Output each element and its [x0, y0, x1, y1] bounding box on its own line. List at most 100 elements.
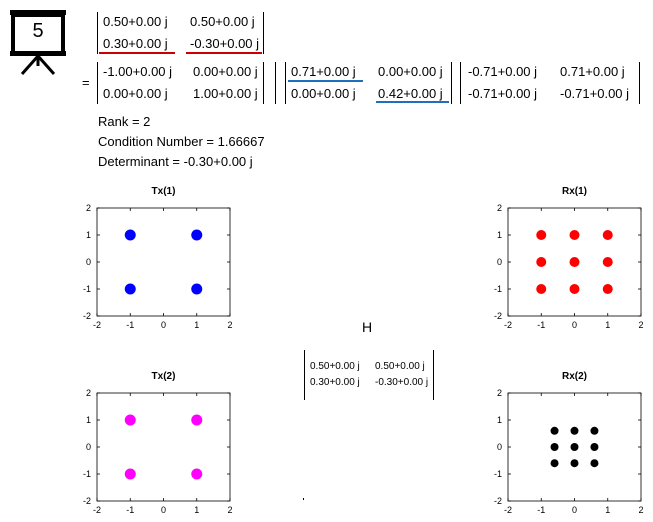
matrix-top-cell: 0.50+0.00 j: [103, 14, 168, 29]
matrix-top-cell: 0.30+0.00 j: [103, 36, 168, 51]
x-tick-label: 2: [227, 505, 232, 515]
data-point: [602, 257, 613, 267]
data-point: [570, 426, 579, 435]
y-tick-label: 0: [86, 442, 91, 452]
presentation-board-icon: 5: [8, 8, 68, 76]
matrix-h-cell: 0.50+0.00 j: [375, 361, 425, 372]
x-tick-label: 2: [638, 320, 643, 330]
svd-s-cell: 0.71+0.00 j: [291, 64, 356, 79]
data-point: [191, 283, 203, 295]
svd-u-cell: -1.00+0.00 j: [103, 64, 173, 79]
x-tick-label: -1: [126, 320, 134, 330]
data-point: [124, 414, 136, 426]
y-tick-label: -2: [83, 496, 91, 506]
matrix-top-cell: 0.50+0.00 j: [190, 14, 255, 29]
x-tick-label: 0: [572, 505, 577, 515]
svd-s-cell: 0.00+0.00 j: [378, 64, 443, 79]
y-tick-label: 2: [86, 388, 91, 398]
rank-text: Rank = 2: [98, 114, 151, 129]
x-tick-label: 1: [605, 320, 610, 330]
svd-u-cell: 1.00+0.00 j: [193, 86, 258, 101]
data-point: [602, 284, 613, 294]
underline-red: [186, 52, 262, 54]
plot-title: Tx(2): [152, 371, 176, 382]
x-tick-label: 1: [605, 505, 610, 515]
data-point: [550, 459, 559, 468]
data-point: [569, 284, 580, 294]
matrix-h-cell: 0.50+0.00 j: [310, 361, 360, 372]
equals-sign: =: [82, 75, 90, 90]
y-tick-label: 1: [86, 415, 91, 425]
plot-title: Rx(2): [562, 371, 587, 382]
x-tick-label: 0: [572, 320, 577, 330]
data-point: [602, 230, 613, 240]
x-tick-label: 0: [161, 505, 166, 515]
svd-v-cell: 0.71+0.00 j: [560, 64, 625, 79]
matrix-h-cell: 0.30+0.00 j: [310, 377, 360, 388]
data-point: [570, 443, 579, 451]
x-tick-label: 1: [194, 320, 199, 330]
y-tick-label: 0: [497, 257, 502, 267]
matrix-top-cell: -0.30+0.00 j: [190, 36, 260, 51]
y-tick-label: -2: [494, 496, 502, 506]
x-tick-label: -1: [537, 505, 545, 515]
y-tick-label: -2: [83, 311, 91, 321]
condition-number-text: Condition Number = 1.66667: [98, 134, 265, 149]
x-tick-label: 1: [194, 505, 199, 515]
data-point: [569, 257, 580, 267]
x-tick-label: -2: [93, 320, 101, 330]
y-tick-label: -2: [494, 311, 502, 321]
y-tick-label: -1: [83, 284, 91, 294]
data-point: [536, 257, 547, 267]
svd-u-cell: 0.00+0.00 j: [193, 64, 258, 79]
plot-title: Rx(1): [562, 186, 587, 197]
y-tick-label: 1: [497, 230, 502, 240]
y-tick-label: -1: [494, 284, 502, 294]
data-point: [191, 468, 203, 480]
x-tick-label: 2: [227, 320, 232, 330]
svd-u-cell: 0.00+0.00 j: [103, 86, 168, 101]
data-point: [124, 468, 136, 480]
data-point: [191, 414, 203, 426]
data-point: [590, 426, 599, 435]
y-tick-label: 2: [86, 203, 91, 213]
h-label: H: [362, 319, 373, 335]
y-tick-label: 1: [86, 230, 91, 240]
data-point: [570, 459, 579, 468]
y-tick-label: 0: [86, 257, 91, 267]
y-tick-label: 1: [497, 415, 502, 425]
y-tick-label: 0: [497, 442, 502, 452]
svd-v-cell: -0.71+0.00 j: [468, 86, 538, 101]
data-point: [550, 426, 559, 435]
data-point: [590, 459, 599, 468]
x-tick-label: -1: [126, 505, 134, 515]
determinant-text: Determinant = -0.30+0.00 j: [98, 154, 253, 169]
data-point: [550, 443, 559, 451]
data-point: [124, 283, 136, 295]
plot-frame: [96, 392, 231, 502]
x-tick-label: 0: [161, 320, 166, 330]
badge-number: 5: [32, 20, 44, 42]
data-point: [536, 284, 547, 294]
x-tick-label: -2: [93, 505, 101, 515]
y-tick-label: 2: [497, 388, 502, 398]
data-point: [124, 229, 136, 241]
tiny-dot: [303, 498, 304, 500]
svd-v-cell: -0.71+0.00 j: [560, 86, 630, 101]
plot-frame: [96, 207, 231, 317]
underline-blue: [288, 80, 363, 82]
data-point: [569, 230, 580, 240]
data-point: [536, 230, 547, 240]
svd-v-cell: -0.71+0.00 j: [468, 64, 538, 79]
matrix-h-cell: -0.30+0.00 j: [375, 377, 429, 388]
x-tick-label: -1: [537, 320, 545, 330]
svd-s-cell: 0.00+0.00 j: [291, 86, 356, 101]
x-tick-label: -2: [504, 320, 512, 330]
data-point: [191, 229, 203, 241]
y-tick-label: -1: [83, 469, 91, 479]
y-tick-label: -1: [494, 469, 502, 479]
x-tick-label: 2: [638, 505, 643, 515]
svd-s-cell: 0.42+0.00 j: [378, 86, 443, 101]
data-point: [590, 443, 599, 451]
